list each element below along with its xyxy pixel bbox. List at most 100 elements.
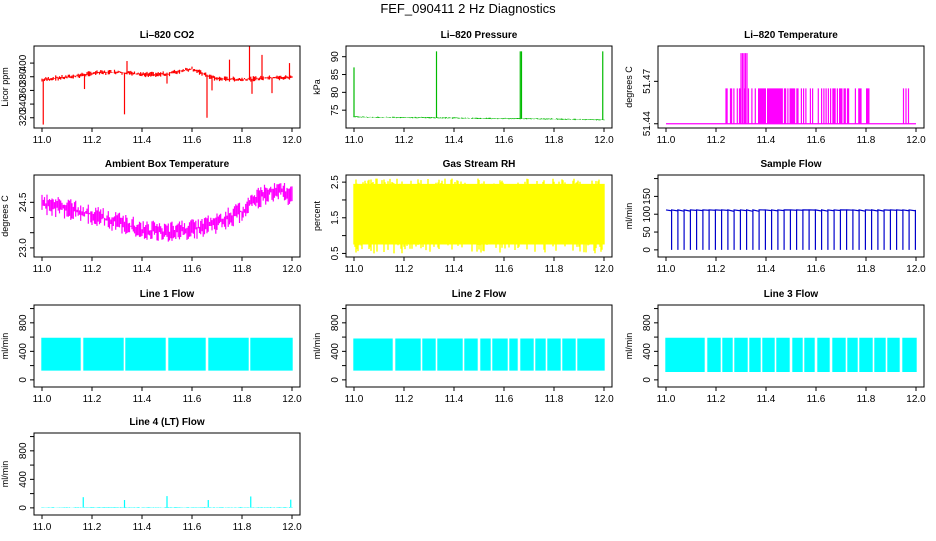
y-axis-label: ml/min bbox=[624, 333, 634, 360]
line1-flow-chart: Line 1 Flow 11.0 11.2 11.4 11.6 11.8 12.0 0 400 8… bbox=[0, 285, 306, 413]
x-tick-label: 11.0 bbox=[33, 522, 52, 533]
rh-plot: Gas Stream RH 11.0 11.2 11.4 11.6 11.8 12.0 0.5… bbox=[312, 159, 614, 275]
series-line bbox=[41, 507, 293, 508]
y-tick-label: 80 bbox=[330, 86, 341, 98]
x-tick-label: 11.2 bbox=[395, 264, 414, 275]
main-title: FEF_090411 2 Hz Diagnostics bbox=[380, 1, 556, 16]
y-tick-label: 380 bbox=[18, 68, 29, 85]
ambient-temp-plot: Ambient Box Temperature 11.0 11.2 11.4 11.6 1… bbox=[0, 159, 302, 275]
chart-title: Li–820 Temperature bbox=[744, 30, 838, 41]
y-axis-label: ml/min bbox=[312, 333, 322, 360]
licor-temp-plot: Li–820 Temperature 11.0 11.2 11.4 11.6 11.8 12… bbox=[624, 30, 926, 146]
series-band bbox=[353, 178, 605, 254]
x-tick-label: 12.0 bbox=[282, 135, 302, 146]
y-tick-label: 400 bbox=[18, 471, 29, 488]
series-line bbox=[353, 116, 605, 121]
series bbox=[41, 46, 293, 125]
co2-plot: Li–820 CO2 11.0 11.2 11.4 11.6 11.8 12.0 320340… bbox=[0, 30, 302, 146]
x-tick-label: 11.8 bbox=[545, 394, 564, 405]
x-tick-label: 11.6 bbox=[183, 264, 202, 275]
plot-box bbox=[657, 174, 925, 258]
y-tick-label: 0 bbox=[18, 505, 29, 511]
plot-box bbox=[345, 304, 613, 388]
x-tick-label: 11.0 bbox=[657, 394, 676, 405]
y-tick-label: 23.0 bbox=[18, 238, 29, 258]
x-tick-label: 11.0 bbox=[345, 264, 364, 275]
y-tick-label: 360 bbox=[18, 82, 29, 99]
series bbox=[41, 496, 293, 508]
x-tick-label: 11.4 bbox=[445, 264, 464, 275]
x-tick-label: 12.0 bbox=[594, 394, 614, 405]
y-tick-label: 51.44 bbox=[642, 111, 653, 136]
plot-box bbox=[657, 304, 925, 388]
x-tick-label: 11.6 bbox=[183, 522, 202, 533]
series-line bbox=[41, 66, 293, 82]
y-tick-label: 100 bbox=[642, 205, 653, 222]
x-tick-label: 11.2 bbox=[395, 394, 414, 405]
y-tick-label: 400 bbox=[18, 343, 29, 360]
x-tick-label: 11.0 bbox=[33, 135, 52, 146]
chart-title: Ambient Box Temperature bbox=[105, 159, 230, 170]
x-tick-label: 11.0 bbox=[33, 394, 52, 405]
y-tick-label: 400 bbox=[18, 54, 29, 71]
series-band bbox=[41, 337, 293, 371]
series bbox=[353, 51, 605, 121]
x-tick-label: 12.0 bbox=[906, 264, 926, 275]
sample-flow-plot: Sample Flow 11.0 11.2 11.4 11.6 11.8 12.0 0 50 10… bbox=[624, 159, 926, 275]
y-tick-label: 90 bbox=[330, 51, 341, 63]
line2-flow-plot: Line 2 Flow 11.0 11.2 11.4 11.6 11.8 12.0 0 400 8… bbox=[312, 289, 614, 405]
y-tick-label: 400 bbox=[330, 343, 341, 360]
y-axis-label: kPa bbox=[312, 79, 322, 95]
x-tick-label: 12.0 bbox=[282, 264, 302, 275]
chart-title: Li–820 CO2 bbox=[140, 30, 195, 41]
x-tick-label: 11.4 bbox=[757, 135, 776, 146]
y-tick-label: 800 bbox=[330, 314, 341, 331]
x-tick-label: 11.8 bbox=[233, 135, 252, 146]
x-tick-label: 11.2 bbox=[83, 264, 102, 275]
chart-title: Li–820 Pressure bbox=[441, 30, 518, 41]
x-tick-label: 12.0 bbox=[282, 522, 302, 533]
x-tick-label: 11.2 bbox=[83, 135, 102, 146]
x-tick-label: 11.2 bbox=[707, 264, 726, 275]
chart-title: Line 3 Flow bbox=[764, 289, 819, 300]
x-tick-label: 11.6 bbox=[807, 135, 826, 146]
x-tick-label: 11.8 bbox=[233, 264, 252, 275]
y-axis-label: ml/min bbox=[624, 203, 634, 230]
y-tick-label: 800 bbox=[642, 314, 653, 331]
series bbox=[665, 337, 917, 372]
plot-box bbox=[33, 432, 301, 516]
x-tick-label: 11.6 bbox=[495, 264, 514, 275]
x-tick-label: 11.4 bbox=[133, 135, 152, 146]
y-tick-label: 50 bbox=[642, 226, 653, 238]
y-tick-label: 150 bbox=[642, 188, 653, 205]
x-tick-label: 11.6 bbox=[495, 135, 514, 146]
x-tick-label: 11.0 bbox=[345, 394, 364, 405]
x-tick-label: 11.6 bbox=[183, 394, 202, 405]
x-tick-label: 11.8 bbox=[545, 264, 564, 275]
series bbox=[665, 209, 916, 250]
y-tick-label: 400 bbox=[642, 343, 653, 360]
x-tick-label: 11.4 bbox=[133, 394, 152, 405]
y-axis-label: Licor ppm bbox=[0, 67, 10, 107]
x-tick-label: 12.0 bbox=[594, 264, 614, 275]
y-tick-label: 800 bbox=[18, 314, 29, 331]
plot-box bbox=[657, 45, 925, 129]
y-axis-label: degrees C bbox=[624, 66, 634, 108]
chart-title: Line 4 (LT) Flow bbox=[129, 417, 205, 428]
x-tick-label: 12.0 bbox=[906, 135, 926, 146]
series bbox=[41, 337, 293, 371]
plot-box bbox=[33, 45, 301, 129]
y-tick-label: 320 bbox=[18, 109, 29, 126]
x-tick-label: 11.2 bbox=[83, 394, 102, 405]
y-tick-label: 85 bbox=[330, 69, 341, 81]
y-axis-label: ml/min bbox=[0, 333, 10, 360]
x-tick-label: 11.8 bbox=[857, 264, 876, 275]
plot-box bbox=[33, 304, 301, 388]
line3-flow-chart: Line 3 Flow 11.0 11.2 11.4 11.6 11.8 12.0 0 400 8… bbox=[624, 285, 930, 413]
x-tick-label: 11.2 bbox=[83, 522, 102, 533]
y-tick-label: 0.5 bbox=[330, 246, 341, 260]
y-axis-label: ml/min bbox=[0, 461, 10, 488]
ambient-temp-chart: Ambient Box Temperature 11.0 11.2 11.4 11.6 1… bbox=[0, 155, 306, 283]
y-tick-label: 51.47 bbox=[642, 68, 653, 93]
x-tick-label: 11.8 bbox=[233, 394, 252, 405]
